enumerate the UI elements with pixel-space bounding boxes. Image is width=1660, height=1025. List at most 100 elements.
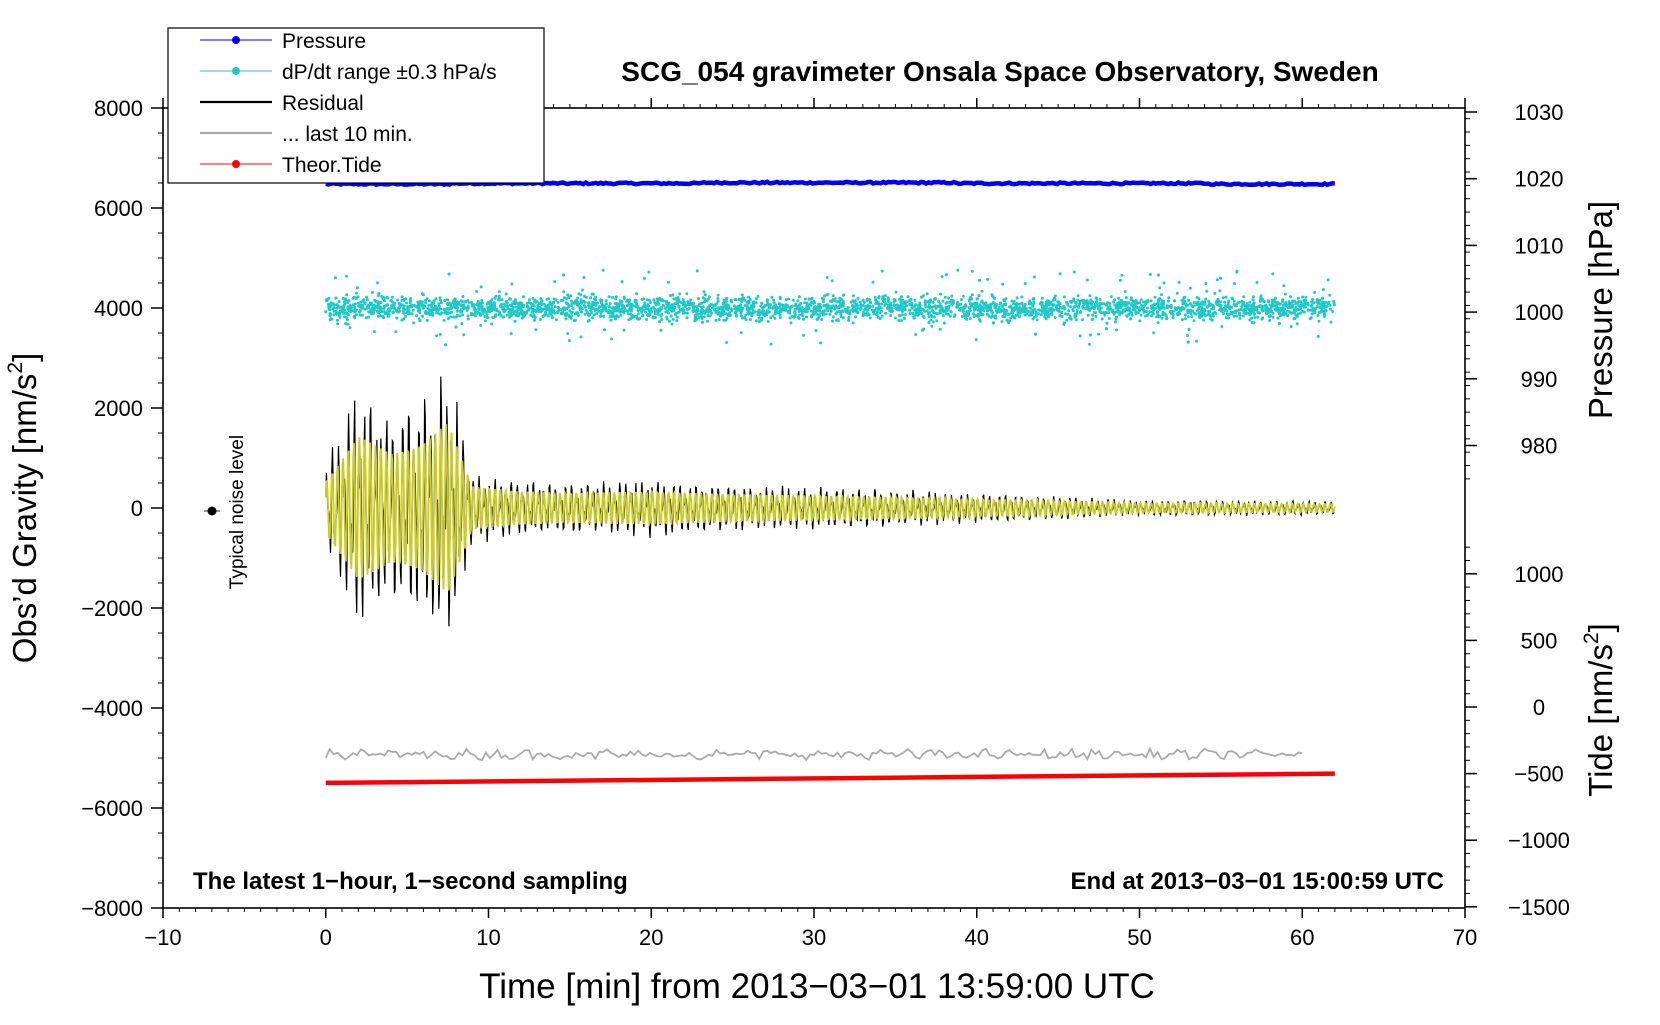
dpdt-point — [614, 317, 617, 321]
dpdt-point — [1284, 301, 1288, 305]
dpdt-point — [550, 316, 554, 320]
dpdt-point — [1248, 300, 1252, 304]
dpdt-point — [1203, 309, 1207, 313]
dpdt-point — [341, 297, 345, 300]
dpdt-point — [1056, 308, 1059, 312]
dpdt-point — [642, 276, 646, 280]
dpdt-point — [932, 311, 936, 315]
dpdt-point — [600, 309, 604, 313]
y-axis-label-tide-end: ] — [1582, 623, 1619, 632]
dpdt-point — [1058, 272, 1062, 276]
dpdt-point — [462, 333, 466, 337]
dpdt-point — [1140, 303, 1144, 307]
dpdt-point — [1253, 316, 1257, 319]
dpdt-point — [894, 316, 898, 320]
dpdt-point — [748, 318, 752, 322]
dpdt-point — [466, 314, 470, 318]
dpdt-point — [472, 305, 476, 309]
dpdt-point — [557, 306, 560, 310]
dpdt-point — [972, 312, 976, 316]
dpdt-point — [798, 303, 802, 307]
annotation-bottom-right: End at 2013−03−01 15:00:59 UTC — [1070, 868, 1444, 895]
dpdt-point — [1318, 302, 1322, 306]
dpdt-point — [1158, 314, 1162, 318]
dpdt-point — [1204, 282, 1208, 285]
dpdt-point — [680, 308, 684, 312]
dpdt-point — [506, 304, 509, 308]
dpdt-point — [634, 314, 638, 318]
dpdt-point — [875, 310, 879, 314]
dpdt-point — [683, 311, 687, 315]
dpdt-point — [997, 308, 1001, 312]
dpdt-point — [376, 306, 380, 310]
dpdt-point — [1251, 295, 1255, 299]
dpdt-point — [480, 301, 484, 305]
dpdt-point — [627, 312, 631, 316]
dpdt-point — [986, 309, 990, 313]
dpdt-point — [886, 303, 890, 307]
dpdt-point — [400, 298, 404, 302]
dpdt-point — [1146, 306, 1149, 310]
dpdt-point — [665, 309, 669, 313]
dpdt-point — [1211, 312, 1215, 315]
dpdt-point — [1200, 300, 1204, 304]
dpdt-point — [1118, 278, 1122, 282]
legend-box[interactable] — [167, 27, 545, 184]
dpdt-point — [600, 298, 604, 302]
dpdt-point — [567, 305, 571, 309]
dpdt-point — [892, 297, 896, 301]
dpdt-point — [818, 306, 822, 310]
dpdt-point — [1316, 334, 1320, 338]
dpdt-point — [1166, 299, 1170, 303]
dpdt-point — [1183, 295, 1187, 299]
dpdt-point — [1078, 334, 1082, 338]
dpdt-point — [473, 311, 477, 315]
dpdt-point — [367, 310, 371, 314]
dpdt-point — [877, 307, 881, 311]
dpdt-point — [807, 306, 811, 310]
dpdt-point — [378, 301, 382, 305]
dpdt-point — [652, 298, 656, 302]
dpdt-point — [851, 308, 855, 312]
dpdt-point — [1188, 286, 1192, 290]
dpdt-point — [964, 304, 968, 308]
x-axis-label: Time [min] from 2013−03−01 13:59:00 UTC — [479, 967, 1155, 1006]
dpdt-point — [466, 317, 470, 321]
dpdt-point — [446, 317, 450, 320]
dpdt-point — [1171, 316, 1175, 320]
dpdt-point — [1227, 299, 1231, 303]
dpdt-point — [610, 306, 614, 310]
dpdt-point — [894, 290, 898, 294]
dpdt-point — [759, 318, 763, 322]
dpdt-point — [554, 318, 558, 322]
dpdt-point — [355, 286, 359, 290]
dpdt-point — [977, 294, 981, 298]
dpdt-point — [491, 316, 495, 319]
dpdt-point — [864, 305, 868, 309]
dpdt-point — [734, 314, 738, 318]
dpdt-point — [344, 298, 348, 302]
dpdt-point — [1106, 307, 1110, 311]
dpdt-point — [1203, 313, 1207, 317]
dpdt-point — [1227, 316, 1231, 320]
dpdt-point — [575, 300, 579, 304]
dpdt-point — [918, 306, 922, 310]
dpdt-point — [1267, 300, 1271, 304]
dpdt-point — [691, 309, 695, 313]
dpdt-point — [685, 311, 689, 315]
dpdt-point — [696, 297, 700, 300]
dpdt-point — [925, 292, 929, 296]
dpdt-point — [570, 314, 574, 318]
dpdt-point — [980, 308, 984, 311]
dpdt-point — [861, 314, 865, 318]
dpdt-point — [479, 313, 482, 317]
dpdt-point — [1013, 316, 1017, 320]
dpdt-point — [485, 313, 489, 317]
dpdt-point — [974, 338, 978, 342]
dpdt-point — [815, 312, 819, 316]
dpdt-point — [375, 300, 379, 304]
dpdt-point — [972, 315, 976, 319]
legend-label: Theor.Tide — [282, 154, 382, 177]
dpdt-point — [1202, 318, 1206, 322]
dpdt-point — [871, 280, 875, 284]
